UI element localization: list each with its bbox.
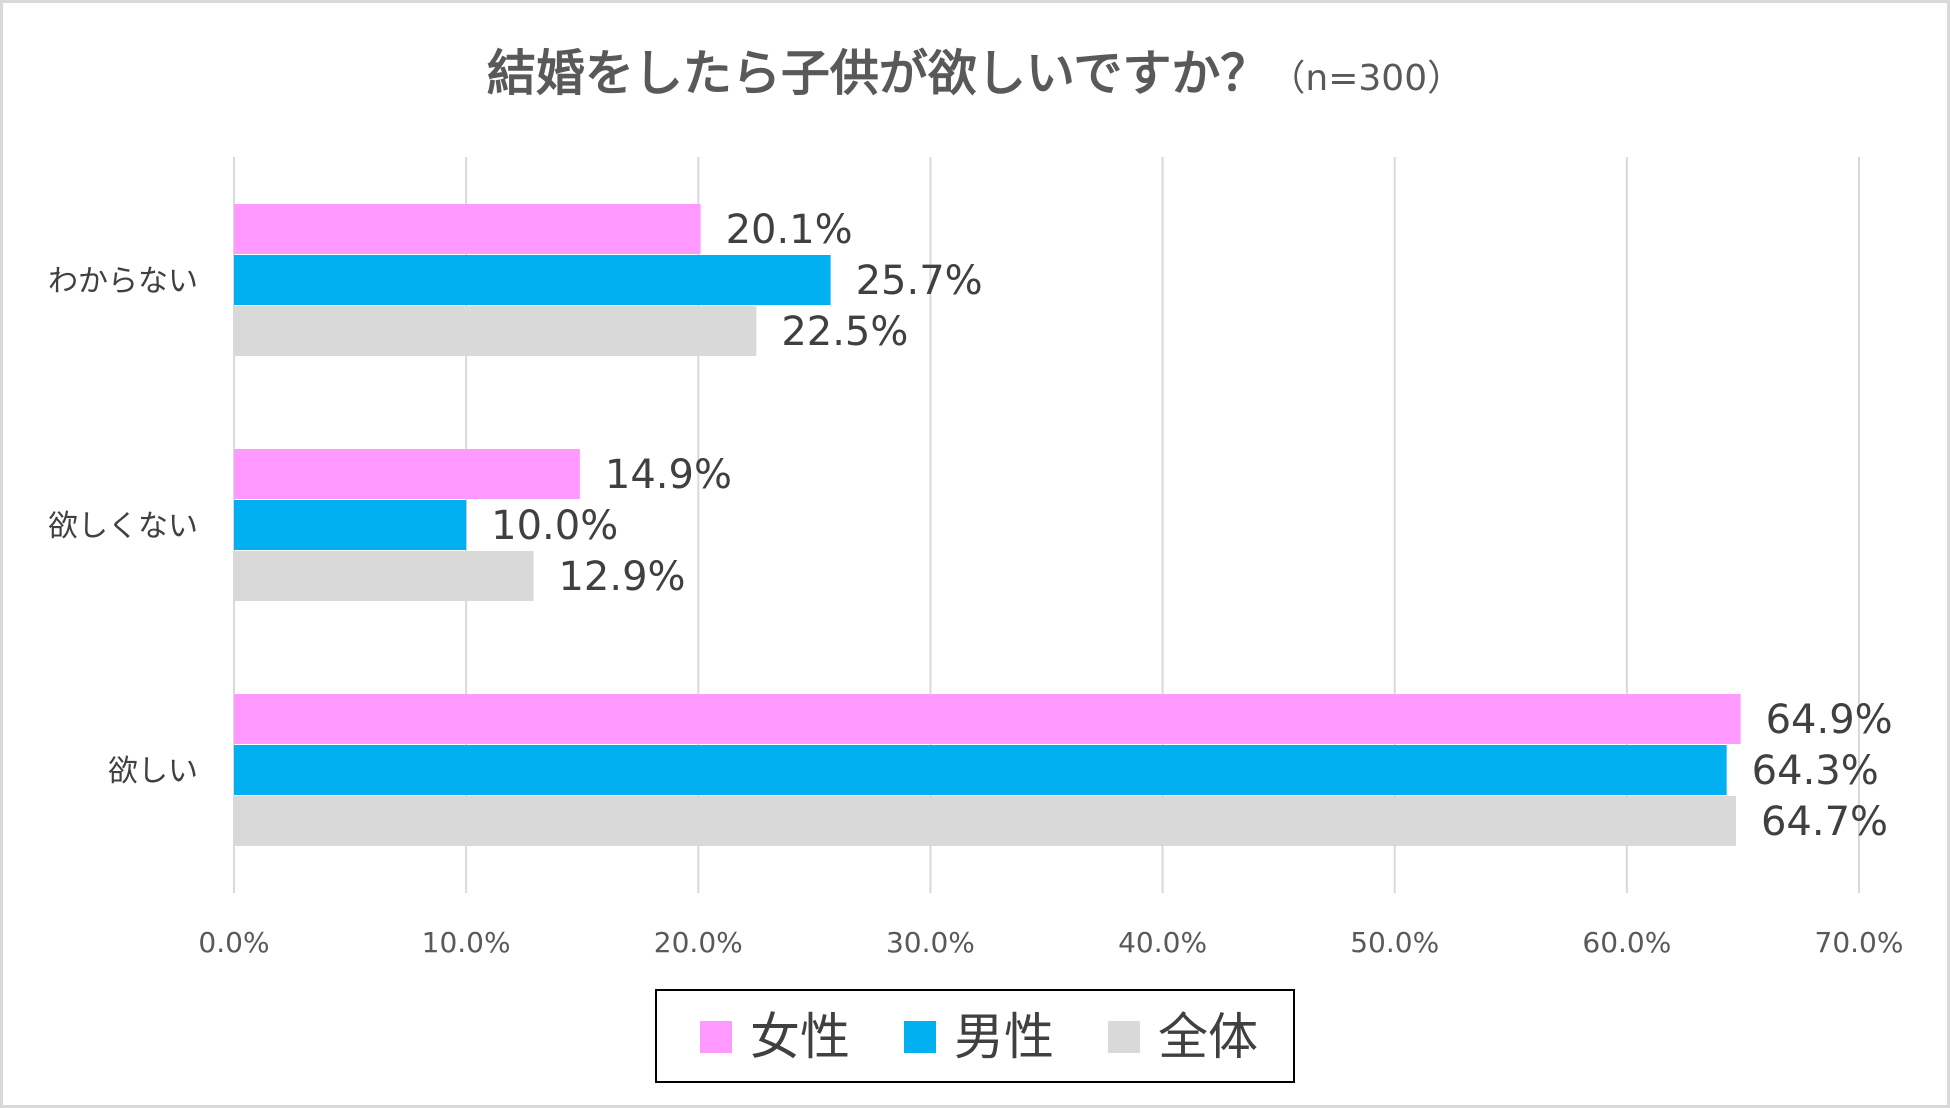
- data-label: 64.9%: [1766, 697, 1893, 743]
- legend-swatch: [904, 1021, 936, 1053]
- data-label: 14.9%: [605, 452, 732, 498]
- bar: [234, 694, 1741, 744]
- data-label: 20.1%: [726, 207, 853, 253]
- legend-label: 男性: [954, 1008, 1054, 1066]
- bar: [234, 796, 1736, 846]
- bar: [234, 449, 580, 499]
- bar: [234, 500, 467, 550]
- x-tick-label: 50.0%: [1350, 926, 1439, 959]
- legend: 女性 男性 全体: [655, 989, 1295, 1083]
- chart-title: 結婚をしたら子供が欲しいですか？（n=300）: [487, 45, 1463, 102]
- data-label: 12.9%: [558, 554, 685, 600]
- category-label: 欲しくない: [48, 509, 198, 544]
- x-tick-label: 10.0%: [422, 926, 511, 959]
- x-tick-label: 70.0%: [1815, 926, 1904, 959]
- labels-layer: 20.1%25.7% 22.5% 14.9% 10.0% 12.9% 64.9% 64.3%…: [491, 207, 1893, 845]
- x-tick-label: 30.0%: [886, 926, 975, 959]
- x-tick-label: 20.0%: [654, 926, 743, 959]
- bar: [234, 204, 701, 254]
- category-label: わからない: [48, 264, 198, 299]
- data-label: 10.0%: [491, 503, 618, 549]
- x-tick-label: 40.0%: [1118, 926, 1207, 959]
- data-label: 64.3%: [1752, 748, 1879, 794]
- x-tick-label: 60.0%: [1582, 926, 1671, 959]
- legend-label: 女性: [750, 1008, 850, 1066]
- data-label: 25.7%: [856, 258, 983, 304]
- legend-box: [655, 989, 1295, 1083]
- legend-swatch: [1108, 1021, 1140, 1053]
- chart-title-main: 結婚をしたら子供が欲しいですか？: [487, 45, 1270, 102]
- category-label: 欲しい: [108, 754, 198, 789]
- bar: [234, 255, 831, 305]
- bars-layer: [234, 204, 1741, 846]
- bar: [234, 551, 534, 601]
- bar: [234, 306, 757, 356]
- axis-layer: 0.0% 10.0% 20.0% 30.0% 40.0% 50.0% 60.0% 70.0% わ…: [48, 264, 1903, 959]
- data-label: 64.7%: [1761, 799, 1888, 845]
- bar: [234, 745, 1727, 795]
- chart-title-sub: （n=300）: [1269, 58, 1463, 99]
- data-label: 22.5%: [781, 309, 908, 355]
- x-tick-label: 0.0%: [198, 926, 269, 959]
- legend-swatch: [700, 1021, 732, 1053]
- legend-label: 全体: [1158, 1008, 1258, 1066]
